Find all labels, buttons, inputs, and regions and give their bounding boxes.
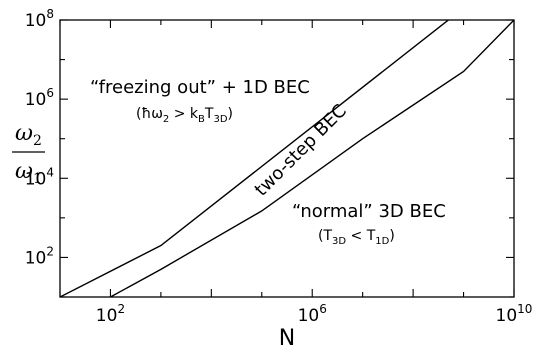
annotation-two-step: two-step BEC (251, 100, 351, 200)
series-line-upper-boundary (60, 20, 450, 297)
x-tick-label: 1010 (496, 302, 533, 326)
y-axis-label: ω2 ω1 (12, 121, 45, 187)
y-label-numerator: ω2 (15, 121, 42, 149)
x-tick-label: 102 (96, 302, 125, 326)
annotation-freezing-main: “freezing out” + 1D BEC (90, 77, 310, 98)
annotation-normal-sub: (T3D < T1D) (318, 228, 395, 247)
series-layer (60, 20, 514, 297)
x-axis-label: N (279, 326, 295, 351)
y-tick-label: 104 (25, 165, 54, 189)
y-tick-label: 108 (25, 7, 54, 31)
annotation-freezing-sub: (ħω2 > kBT3D) (136, 106, 233, 125)
x-tick-label: 106 (298, 302, 327, 326)
series-line-lower-boundary (110, 20, 514, 297)
y-tick-label: 102 (25, 244, 54, 268)
tick-layer: 102 106 1010 102 104 106 108 (25, 7, 533, 326)
plot-frame (59, 19, 515, 298)
annotation-normal-main: “normal” 3D BEC (292, 201, 446, 222)
y-tick-label: 106 (25, 86, 54, 110)
y-label-denominator: ω1 (15, 159, 42, 187)
plot-area (59, 19, 515, 298)
